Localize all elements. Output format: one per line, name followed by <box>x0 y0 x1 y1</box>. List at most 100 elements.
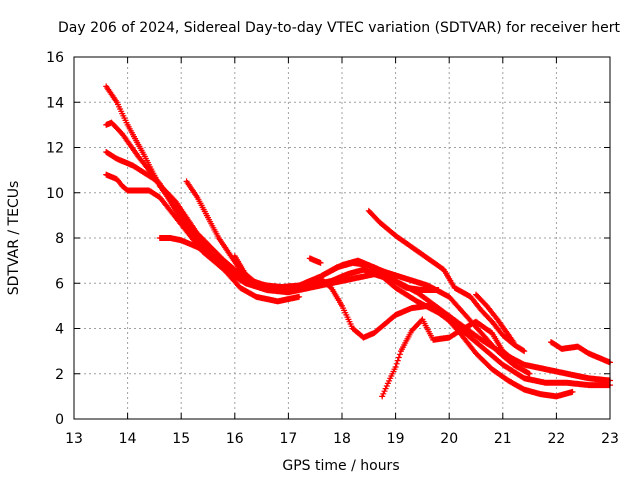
y-tick-label: 4 <box>55 322 64 338</box>
data-point <box>474 293 478 296</box>
data-point <box>587 383 590 387</box>
data-series-track-12 <box>548 339 613 366</box>
x-tick-label: 14 <box>119 431 137 447</box>
data-point <box>523 388 526 391</box>
data-point <box>523 349 526 353</box>
data-point <box>110 121 113 124</box>
data-point <box>501 363 504 366</box>
data-point <box>410 245 413 249</box>
data-point <box>367 263 370 267</box>
data-point <box>399 349 403 353</box>
y-axis-label: SDTVAR / TECUs <box>6 181 22 296</box>
data-point <box>351 261 354 265</box>
data-point <box>453 286 456 289</box>
data-point <box>501 349 504 353</box>
data-point <box>196 245 199 249</box>
data-point <box>410 329 413 332</box>
data-point <box>523 363 526 366</box>
data-point <box>512 363 515 366</box>
data-point <box>276 300 279 303</box>
data-point <box>308 257 312 260</box>
y-tick-label: 12 <box>46 141 64 157</box>
data-markers <box>103 83 303 305</box>
data-point <box>174 200 178 203</box>
data-point <box>238 286 242 289</box>
x-axis-label: GPS time / hours <box>282 458 399 474</box>
data-point <box>458 329 462 332</box>
data-point <box>381 395 384 398</box>
data-point <box>244 279 247 283</box>
data-point <box>560 347 563 351</box>
data-point <box>228 268 231 271</box>
data-series-track-11 <box>473 291 517 346</box>
data-series-track-1 <box>103 83 303 305</box>
data-point <box>147 189 151 192</box>
data-point <box>196 196 199 199</box>
data-point <box>523 377 526 380</box>
data-point <box>158 196 161 199</box>
data-point <box>351 327 354 330</box>
data-point <box>115 157 119 161</box>
data-point <box>260 286 263 289</box>
data-point <box>448 295 451 299</box>
data-point <box>426 304 429 308</box>
data-point <box>571 390 574 394</box>
data-point <box>469 295 472 299</box>
data-point <box>426 257 429 260</box>
axes-ticks: 13 14 15 16 17 18 19 20 21 22 23 0 2 4 6 8 10 12 14 16 <box>46 50 619 447</box>
data-point <box>137 155 140 158</box>
data-point <box>340 304 344 308</box>
data-point <box>330 286 333 289</box>
data-point <box>378 273 381 276</box>
data-series-track-8 <box>306 255 324 266</box>
data-point <box>587 352 590 355</box>
data-point <box>319 261 322 265</box>
data-point <box>121 184 124 188</box>
data-point <box>496 318 499 321</box>
data-point <box>587 377 590 380</box>
data-point <box>490 368 494 371</box>
data-point <box>490 331 494 335</box>
y-tick-label: 2 <box>55 367 64 383</box>
data-point <box>115 177 119 181</box>
data-point <box>512 340 515 344</box>
data-point <box>228 252 231 256</box>
data-series-track-10 <box>379 316 517 400</box>
data-point <box>394 365 397 369</box>
x-tick-label: 15 <box>172 431 190 447</box>
y-tick-label: 16 <box>46 50 64 66</box>
x-tick-label: 23 <box>601 431 619 447</box>
data-series-track-7 <box>231 253 533 377</box>
data-point <box>115 101 119 104</box>
data-point <box>544 381 547 384</box>
data-markers <box>103 119 319 291</box>
y-tick-label: 8 <box>55 231 64 247</box>
data-point <box>121 132 124 136</box>
data-point <box>394 313 397 317</box>
x-tick-label: 22 <box>547 431 565 447</box>
data-point <box>490 320 494 323</box>
data-point <box>126 189 129 192</box>
data-point <box>496 349 499 353</box>
y-tick-label: 14 <box>46 95 64 111</box>
data-point <box>180 223 183 226</box>
data-point <box>233 254 236 258</box>
y-tick-label: 10 <box>46 186 64 202</box>
data-point <box>405 277 408 280</box>
data-point <box>383 270 387 274</box>
data-point <box>104 123 108 127</box>
data-point <box>394 234 397 237</box>
data-point <box>206 216 210 219</box>
data-point <box>480 331 483 335</box>
data-point <box>410 306 413 310</box>
data-point <box>185 180 188 183</box>
data-point <box>212 254 215 258</box>
data-point <box>539 392 542 396</box>
data-point <box>565 372 569 375</box>
data-point <box>415 300 419 303</box>
data-point <box>367 209 370 213</box>
y-tick-label: 6 <box>55 276 64 292</box>
data-point <box>217 236 220 240</box>
data-point <box>464 313 467 317</box>
